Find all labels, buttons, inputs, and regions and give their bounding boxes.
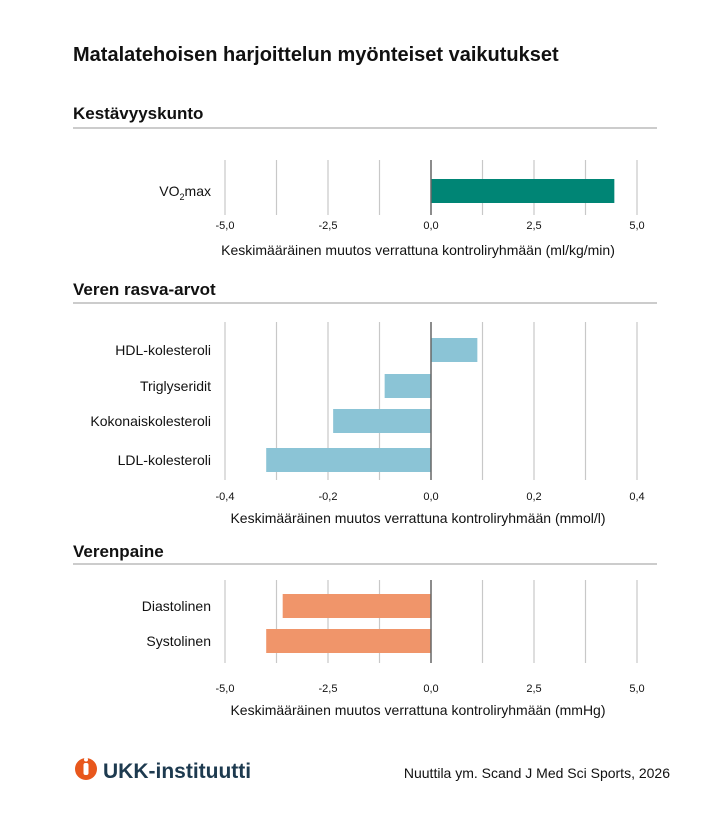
chart-panel-1: Veren rasva-arvot HDL-kolesteroli Triglyse…: [73, 280, 657, 526]
tick-label: -5,0: [216, 683, 235, 695]
category-label: LDL-kolesteroli: [118, 452, 211, 468]
bar: [282, 594, 431, 618]
x-axis-label: Keskimääräinen muutos verrattuna kontrol…: [221, 242, 615, 258]
category-label: Triglyseridit: [140, 378, 211, 394]
bar: [384, 374, 431, 398]
ukk-logo: UKK-instituutti: [75, 757, 251, 783]
tick-label: 2,5: [526, 683, 541, 695]
tick-label: -2,5: [319, 683, 338, 695]
category-label: Diastolinen: [142, 598, 211, 614]
chart-panel-2: Verenpaine Diastolinen Systolinen -5,0 -2,5 0…: [73, 542, 657, 718]
bar: [431, 179, 615, 203]
chart-panel-0: Kestävyyskunto VO2max -5,0 -2,5 0,0 2,5 5,0 Kes…: [73, 104, 657, 258]
x-axis-label: Keskimääräinen muutos verrattuna kontrol…: [230, 510, 605, 526]
tick-label: 0,0: [423, 220, 438, 232]
tick-label: 0,0: [423, 491, 438, 503]
bar: [431, 338, 478, 362]
figure-title: Matalatehoisen harjoittelun myönteiset v…: [73, 44, 559, 66]
tick-label: 0,0: [423, 683, 438, 695]
category-label: Systolinen: [146, 633, 211, 649]
tick-label: 5,0: [629, 683, 644, 695]
tick-label: 0,2: [526, 491, 541, 503]
tick-label: -2,5: [319, 220, 338, 232]
bar: [266, 629, 431, 653]
tick-label: 0,4: [629, 491, 644, 503]
bar: [333, 409, 431, 433]
category-label: VO2max: [159, 183, 211, 202]
tick-label: 2,5: [526, 220, 541, 232]
section-title: Kestävyyskunto: [73, 104, 203, 123]
x-axis-label: Keskimääräinen muutos verrattuna kontrol…: [230, 702, 605, 718]
section-title: Verenpaine: [73, 542, 164, 561]
bar: [266, 448, 431, 472]
category-label: HDL-kolesteroli: [115, 342, 211, 358]
tick-label: -0,2: [319, 491, 338, 503]
category-label: Kokonaiskolesteroli: [90, 413, 211, 429]
tick-label: -5,0: [216, 220, 235, 232]
section-title: Veren rasva-arvot: [73, 280, 216, 299]
tick-label: 5,0: [629, 220, 644, 232]
source-citation: Nuuttila ym. Scand J Med Sci Sports, 202…: [404, 765, 670, 781]
tick-label: -0,4: [216, 491, 235, 503]
logo-text: UKK-instituutti: [103, 760, 251, 783]
